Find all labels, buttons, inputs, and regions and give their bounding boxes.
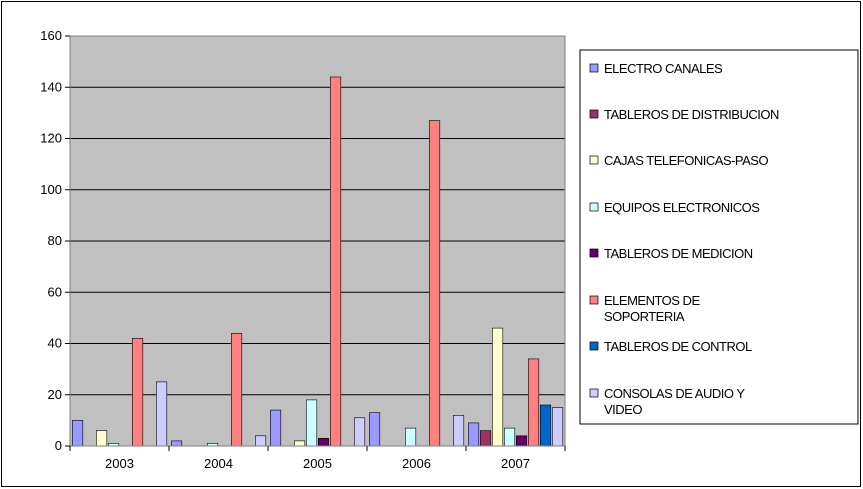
bar xyxy=(428,120,441,447)
legend xyxy=(579,49,859,425)
legend-swatch xyxy=(589,109,599,119)
x-tick-label: 2007 xyxy=(501,456,530,471)
y-tick-label: 160 xyxy=(40,28,62,43)
x-tick-label: 2006 xyxy=(402,456,431,471)
y-tick-label: 0 xyxy=(55,438,62,453)
legend-label: TABLEROS DE MEDICION xyxy=(604,246,753,261)
y-tick-label: 60 xyxy=(48,284,62,299)
bar xyxy=(329,76,342,447)
bar xyxy=(515,435,528,447)
legend-label: TABLEROS DE CONTROL xyxy=(604,339,752,354)
legend-swatch xyxy=(589,248,599,258)
bar xyxy=(269,409,282,447)
legend-swatch xyxy=(589,202,599,212)
x-tick-label: 2004 xyxy=(204,456,233,471)
legend-swatch xyxy=(589,341,599,351)
legend-swatch xyxy=(589,63,599,73)
legend-label: ELEMENTOS DE xyxy=(604,293,700,308)
x-tick-label: 2005 xyxy=(303,456,332,471)
y-tick-label: 20 xyxy=(48,387,62,402)
bar xyxy=(96,430,108,447)
bar xyxy=(527,358,540,447)
legend-swatch xyxy=(589,295,599,305)
x-tick-label: 2003 xyxy=(105,456,134,471)
legend-label: CAJAS TELEFONICAS-PASO xyxy=(604,153,768,168)
bar xyxy=(539,404,552,447)
legend-label: VIDEO xyxy=(604,402,642,417)
bar xyxy=(305,399,318,447)
legend-label: ELECTRO CANALES xyxy=(604,61,723,76)
bar xyxy=(404,427,417,447)
bar xyxy=(231,332,243,447)
bar xyxy=(293,440,306,447)
bar xyxy=(368,412,381,447)
bar xyxy=(479,430,492,447)
legend-label: SOPORTERIA xyxy=(604,309,685,324)
bar xyxy=(72,420,84,447)
bar xyxy=(551,407,564,447)
bar xyxy=(255,435,267,447)
bar xyxy=(503,427,516,447)
y-tick-label: 140 xyxy=(40,79,62,94)
x-axis-ticks: 2003 2004 2005 2006 2007 xyxy=(69,446,566,471)
gridlines xyxy=(70,35,565,396)
y-tick-label: 40 xyxy=(48,336,62,351)
bars xyxy=(72,76,564,447)
bar xyxy=(171,440,183,447)
y-tick-label: 100 xyxy=(40,182,62,197)
bar xyxy=(317,437,330,447)
legend-label: TABLEROS DE DISTRIBUCION xyxy=(604,107,779,122)
bar xyxy=(353,417,366,447)
bar xyxy=(491,327,504,447)
bar xyxy=(132,338,144,447)
legend-label: CONSOLAS DE AUDIO Y xyxy=(604,386,745,401)
legend-swatch xyxy=(589,388,599,398)
legend-swatch xyxy=(589,155,599,165)
bar xyxy=(156,381,168,447)
y-tick-label: 120 xyxy=(40,131,62,146)
legend-label: EQUIPOS ELECTRONICOS xyxy=(604,200,760,215)
legend-items: ELECTRO CANALES TABLEROS DE DISTRIBUCION C… xyxy=(589,61,779,417)
bar xyxy=(452,414,465,447)
bar xyxy=(467,422,480,447)
y-tick-label: 80 xyxy=(48,233,62,248)
y-axis-ticks: 0 20 40 60 80 100 120 140 160 xyxy=(40,28,70,453)
